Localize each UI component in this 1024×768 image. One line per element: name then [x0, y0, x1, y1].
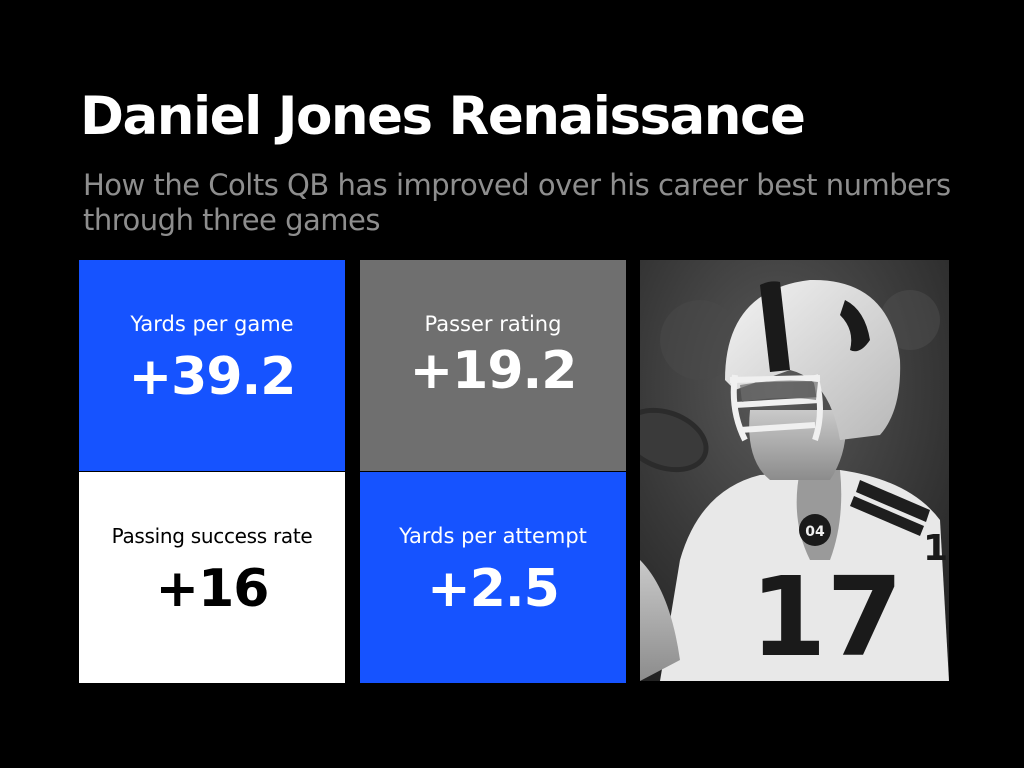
stat-label: Passing success rate: [111, 524, 313, 548]
stat-label: Passer rating: [424, 312, 562, 336]
stat-value: +2.5: [427, 559, 560, 619]
stat-card-yards-per-game: Yards per game +39.2: [79, 260, 345, 471]
svg-text:17: 17: [923, 528, 949, 569]
stat-card-passing-success-rate: Passing success rate +16: [79, 472, 345, 683]
svg-text:04: 04: [805, 524, 825, 540]
page-subtitle: How the Colts QB has improved over his c…: [83, 168, 951, 237]
page-title: Daniel Jones Renaissance: [80, 86, 806, 147]
patch-icon: 04: [799, 514, 831, 546]
football-icon: [640, 407, 709, 473]
stat-card-passer-rating: Passer rating +19.2: [360, 260, 626, 471]
stat-label: Yards per game: [130, 312, 294, 336]
stat-value: +16: [155, 559, 270, 619]
helmet-icon: [725, 279, 901, 442]
stat-label: Yards per attempt: [399, 524, 587, 548]
stat-value: +19.2: [409, 341, 578, 401]
player-photo: 04 17 17: [640, 260, 949, 681]
stat-card-yards-per-attempt: Yards per attempt +2.5: [360, 472, 626, 683]
stat-value: +39.2: [128, 347, 297, 407]
svg-text:17: 17: [750, 553, 903, 681]
